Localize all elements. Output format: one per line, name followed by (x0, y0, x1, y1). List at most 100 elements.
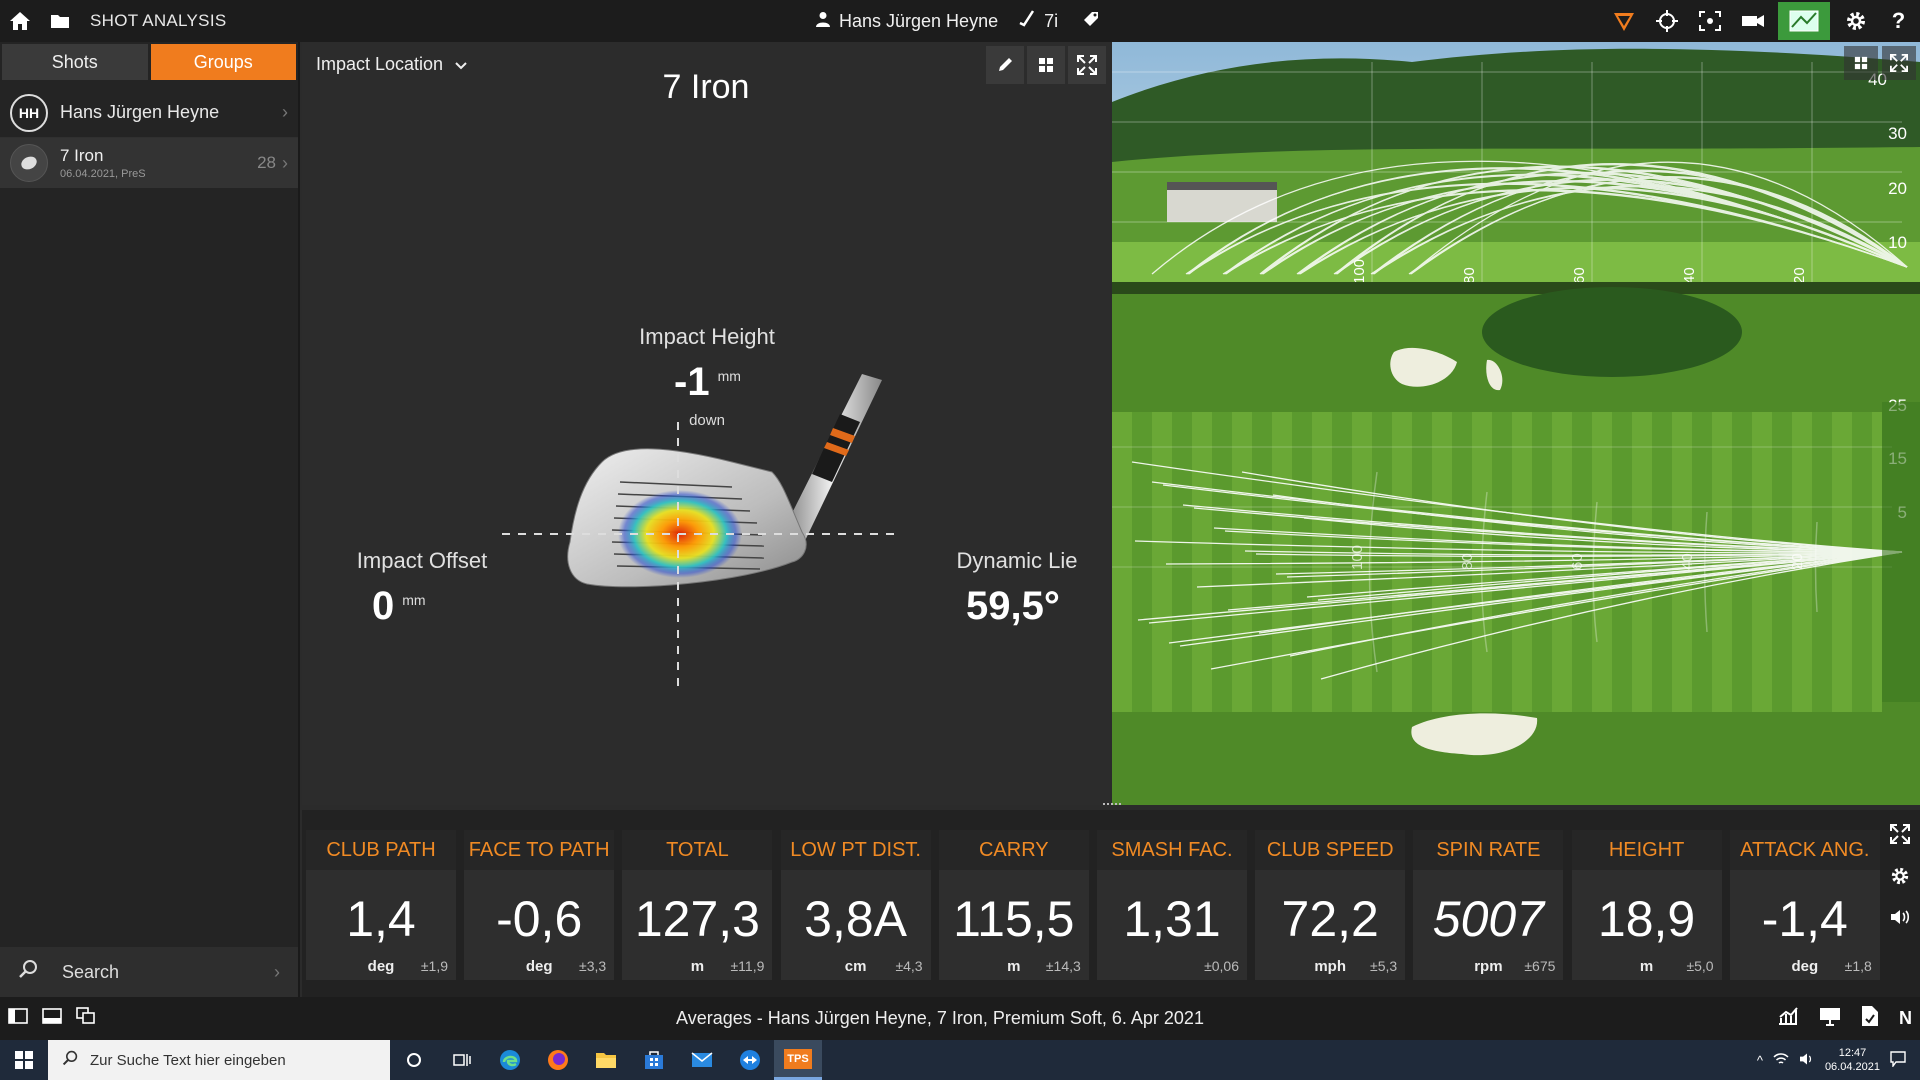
stat-value: -0,6 (496, 891, 583, 947)
top-trajectory-line (1182, 504, 1903, 553)
edge-browser-icon[interactable] (486, 1040, 534, 1080)
map-view-toggle[interactable] (1778, 2, 1830, 40)
side-trajectory-line (1334, 164, 1908, 275)
stat-deviation: ±5,3 (1370, 958, 1398, 974)
grid-layout-icon[interactable] (1027, 46, 1065, 84)
stat-tile[interactable]: LOW PT DIST. 3,8A cm ±4,3 (780, 830, 931, 980)
top-trajectory-line (1213, 527, 1903, 553)
edit-pencil-icon[interactable] (986, 46, 1024, 84)
club-group-subtitle: 06.04.2021, PreS (60, 168, 146, 180)
stat-unit: deg (525, 958, 553, 975)
volume-icon[interactable] (1799, 1052, 1815, 1069)
top-trajectory-line (1306, 551, 1903, 598)
file-explorer-icon[interactable] (582, 1040, 630, 1080)
tps-app-icon[interactable]: TPS (774, 1040, 822, 1080)
tab-groups[interactable]: Groups (150, 44, 296, 80)
help-icon[interactable]: ? (1891, 8, 1906, 33)
stat-label: ATTACK ANG. (1729, 830, 1880, 870)
folder-icon[interactable] (40, 0, 80, 42)
stat-label: SPIN RATE (1413, 830, 1564, 870)
side-distance-label: 40 (1681, 267, 1698, 284)
cortana-circle-icon[interactable] (390, 1040, 438, 1080)
top-distance-label: 60 (1569, 553, 1586, 570)
expand-icon[interactable] (1890, 824, 1910, 850)
stat-label: CARRY (938, 830, 1089, 870)
chart-icon[interactable] (1777, 1006, 1799, 1031)
settings-gear-icon[interactable] (1834, 0, 1877, 42)
grid-layout-icon[interactable] (1844, 46, 1878, 80)
stat-tile[interactable]: CLUB PATH 1,4 deg ±1,9 (306, 830, 456, 980)
stat-tile[interactable]: CARRY 115,5 m ±14,3 (938, 830, 1089, 980)
expand-icon[interactable] (1882, 46, 1916, 80)
stat-tile[interactable]: TOTAL 127,3 m ±11,9 (622, 830, 773, 980)
club-group-row[interactable]: 7 Iron 06.04.2021, PreS 28 › (0, 138, 298, 188)
top-distance-label: 40 (1679, 553, 1696, 570)
side-trajectory-line (1371, 170, 1908, 275)
stat-value: 5007 (1432, 891, 1544, 947)
side-trajectory-line (1222, 190, 1908, 275)
top-trajectory-line (1148, 551, 1903, 624)
windows-start-icon[interactable] (0, 1040, 48, 1080)
home-icon[interactable] (0, 0, 40, 42)
chevron-up-icon[interactable]: ^ (1756, 1052, 1763, 1068)
view-select-dropdown[interactable]: Impact Location (316, 54, 467, 75)
taskbar-search-placeholder: Zur Suche Text hier eingeben (90, 1051, 286, 1069)
bottom-panel-toggle-icon[interactable] (42, 1008, 62, 1029)
network-icon[interactable] (1773, 1052, 1789, 1069)
search-row[interactable]: Search › (0, 947, 298, 997)
player-row[interactable]: HH Hans Jürgen Heyne › (0, 88, 298, 138)
teamviewer-icon[interactable] (726, 1040, 774, 1080)
store-icon[interactable] (630, 1040, 678, 1080)
resize-handle[interactable] (1103, 803, 1121, 807)
club-title: 7 Iron (662, 68, 750, 106)
stat-tile[interactable]: FACE TO PATH -0,6 deg ±3,3 (464, 830, 615, 980)
stat-tile[interactable]: HEIGHT 18,9 m ±5,0 (1571, 830, 1722, 980)
stat-value: 1,31 (1123, 891, 1221, 947)
side-trajectory-line (1333, 179, 1908, 275)
trackman-logo-icon[interactable] (1602, 0, 1645, 42)
windows-layout-icon[interactable] (76, 1007, 96, 1030)
player-club-indicator[interactable]: Hans Jürgen Heyne 7i (815, 0, 1100, 42)
side-trajectory-line (1296, 173, 1908, 275)
taskbar-search-input[interactable]: Zur Suche Text hier eingeben (48, 1040, 390, 1080)
app-window: SHOT ANALYSIS Hans Jürgen Heyne 7i (0, 0, 1920, 1040)
stat-deviation: ±3,3 (579, 958, 607, 974)
screen-capture-icon[interactable] (1688, 0, 1731, 42)
stat-tile[interactable]: SPIN RATE 5007 rpm ±675 (1413, 830, 1564, 980)
taskbar-clock[interactable]: 12:47 06.04.2021 (1825, 1046, 1880, 1074)
top-distance-label: 100 (1349, 545, 1366, 570)
impact-height-value: -1 mm (674, 360, 741, 404)
stat-unit: m (690, 958, 705, 975)
dynamic-lie-value: 59,5° (966, 584, 1060, 628)
stat-tile[interactable]: ATTACK ANG. -1,4 deg ±1,8 (1729, 830, 1880, 980)
top-trajectory-line (1151, 481, 1903, 553)
tab-shots[interactable]: Shots (2, 44, 148, 80)
expand-icon[interactable] (1068, 46, 1106, 84)
stat-tile[interactable]: CLUB SPEED 72,2 mph ±5,3 (1255, 830, 1406, 980)
side-tick-label: 30 (1888, 124, 1907, 143)
notifications-icon[interactable] (1890, 1050, 1906, 1070)
stat-tile[interactable]: SMASH FAC. 1,31 ±0,06 (1097, 830, 1247, 980)
left-panel: Shots Groups HH Hans Jürgen Heyne › 7 Ir… (0, 42, 300, 997)
crosshair-icon[interactable] (1645, 0, 1688, 42)
north-indicator[interactable]: N (1899, 1008, 1912, 1028)
view-select-value: Impact Location (316, 54, 444, 74)
tag-icon[interactable] (1082, 10, 1100, 33)
settings-gear-icon[interactable] (1890, 866, 1910, 892)
camera-icon[interactable] (1731, 0, 1774, 42)
mail-icon[interactable] (678, 1040, 726, 1080)
sidebar-toggle-icon[interactable] (8, 1008, 28, 1029)
top-trajectory-line (1244, 550, 1903, 556)
stats-side-tools (1880, 810, 1920, 997)
firefox-icon[interactable] (534, 1040, 582, 1080)
task-view-icon[interactable] (438, 1040, 486, 1080)
side-tick-label: 10 (1888, 233, 1907, 252)
speaker-icon[interactable] (1890, 908, 1910, 932)
stat-deviation: ±5,0 (1686, 958, 1714, 974)
status-footer: Averages - Hans Jürgen Heyne, 7 Iron, Pr… (0, 997, 1920, 1040)
top-trajectory-line (1165, 551, 1903, 565)
report-document-icon[interactable] (1861, 1005, 1879, 1032)
stat-value: 127,3 (634, 891, 760, 947)
top-trajectory-line (1241, 471, 1903, 553)
presentation-icon[interactable] (1819, 1006, 1841, 1031)
